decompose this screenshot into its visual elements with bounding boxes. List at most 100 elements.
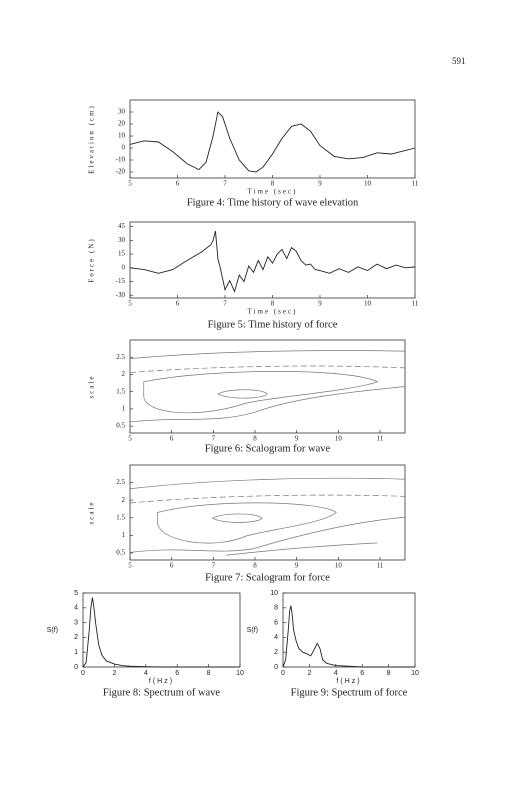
x-tick-label: 5 [128, 180, 132, 188]
y-tick-label: 30 [118, 236, 126, 244]
y-tick-label: 3 [74, 619, 78, 626]
contour-line [226, 543, 377, 555]
x-tick-label: 6 [176, 300, 180, 308]
y-tick-label: 8 [274, 605, 278, 612]
y-axis-label: Elevation (cm) [88, 104, 96, 174]
x-tick-label: 7 [212, 435, 216, 443]
y-tick-label: 0.5 [116, 549, 125, 557]
y-tick-label: 1.5 [116, 387, 125, 395]
y-tick-label: 10 [270, 590, 278, 597]
x-tick-label: 10 [411, 670, 419, 677]
y-tick-label: -10 [116, 156, 126, 164]
x-tick-label: 6 [170, 435, 174, 443]
figure: 0 2 4 6 8 10 0 2 4 6 8 10 f(Hz) S(f) Figure 9: Spectru… [247, 590, 419, 699]
data-line [129, 111, 416, 173]
x-tick-label: 8 [271, 300, 275, 308]
x-tick-label: 9 [295, 562, 299, 570]
y-tick-label: 20 [118, 120, 126, 128]
y-tick-label: 2 [122, 496, 126, 504]
x-tick-label: 2 [112, 670, 116, 677]
contour-group [130, 350, 405, 421]
y-tick-label: 0.5 [116, 422, 125, 430]
plot-frame [129, 339, 406, 434]
x-tick-label: 7 [212, 562, 216, 570]
contour-line [144, 371, 378, 412]
plot-frame [129, 221, 416, 299]
y-tick-label: 5 [74, 590, 78, 597]
x-tick-label: 6 [170, 562, 174, 570]
y-tick-label: 10 [118, 132, 126, 140]
y-tick-label: 1 [122, 404, 126, 412]
x-tick-label: 9 [295, 435, 299, 443]
x-tick-label: 4 [334, 670, 338, 677]
y-tick-label: 0 [122, 263, 126, 271]
contour-line [130, 366, 405, 373]
y-tick-label: -20 [116, 168, 126, 176]
figure-caption: Figure 6: Scalogram for wave [205, 443, 331, 454]
y-tick-label: 1 [122, 531, 126, 539]
contour-line [130, 517, 405, 552]
x-tick-label: 2 [307, 670, 311, 677]
x-tick-label: 9 [318, 300, 322, 308]
y-tick-label: 0 [274, 664, 278, 671]
y-tick-label: 1.5 [116, 513, 125, 521]
figure-caption: Figure 5: Time history of force [208, 319, 338, 330]
plot-frame [282, 592, 416, 668]
contour-line [130, 478, 405, 489]
figure-caption: Figure 9: Spectrum of force [291, 687, 408, 698]
plot-frame [82, 592, 241, 668]
x-tick-label: 10 [236, 670, 244, 677]
figure: 0 2 4 6 8 10 0 1 2 3 4 5 f(Hz) S(f) Figure 8: Spectrum… [47, 590, 244, 699]
x-tick-label: 5 [128, 435, 132, 443]
y-tick-label: 15 [118, 250, 126, 258]
x-axis-label: f(Hz) [149, 678, 174, 685]
y-tick-label: 2 [74, 634, 78, 641]
y-tick-label: 1 [74, 649, 78, 656]
y-tick-label: 45 [118, 222, 126, 230]
x-tick-label: 8 [207, 670, 211, 677]
x-tick-label: 5 [128, 300, 132, 308]
data-line [129, 231, 416, 293]
contour-line [158, 503, 337, 543]
y-axis-label: scale [88, 375, 96, 399]
x-tick-label: 10 [335, 435, 343, 443]
y-tick-label: 4 [274, 634, 278, 641]
x-axis-label: Time (sec) [248, 188, 298, 196]
x-tick-label: 11 [377, 562, 384, 570]
x-tick-label: 6 [175, 670, 179, 677]
y-tick-label: 2 [274, 649, 278, 656]
x-tick-label: 6 [360, 670, 364, 677]
x-tick-label: 10 [335, 562, 343, 570]
x-tick-label: 0 [281, 670, 285, 677]
figure-caption: Figure 7: Scalogram for force [205, 572, 330, 583]
x-tick-label: 10 [364, 300, 372, 308]
y-tick-label: 4 [74, 605, 78, 612]
data-line [282, 605, 415, 668]
x-tick-label: 0 [81, 670, 85, 677]
figure: 5 6 7 8 9 10 11 2.5 2 1.5 1 0.5 scale Figure 7: Scalo… [88, 465, 405, 583]
contour-group [130, 478, 405, 555]
figure: 5 6 7 8 9 10 11 45 30 15 0 -15 -30 Time (sec) Force (N… [88, 221, 419, 330]
y-tick-label: 30 [118, 108, 126, 116]
x-tick-label: 8 [253, 562, 257, 570]
figure-caption: Figure 8: Spectrum of wave [103, 687, 221, 698]
x-tick-label: 7 [223, 300, 227, 308]
contour-line [130, 350, 405, 358]
y-tick-label: 2.5 [116, 353, 125, 361]
contour-line [130, 495, 405, 503]
x-tick-label: 11 [412, 180, 419, 188]
x-tick-label: 6 [176, 180, 180, 188]
x-tick-label: 8 [387, 670, 391, 677]
x-tick-label: 5 [128, 562, 132, 570]
y-axis-label: Force (N) [88, 237, 96, 282]
x-tick-label: 10 [364, 180, 372, 188]
x-tick-label: 9 [318, 180, 322, 188]
data-line [82, 597, 240, 668]
x-tick-label: 11 [377, 435, 384, 443]
x-tick-label: 4 [144, 670, 148, 677]
y-tick-label: -15 [116, 277, 126, 285]
x-tick-label: 8 [253, 435, 257, 443]
y-tick-label: 6 [274, 619, 278, 626]
